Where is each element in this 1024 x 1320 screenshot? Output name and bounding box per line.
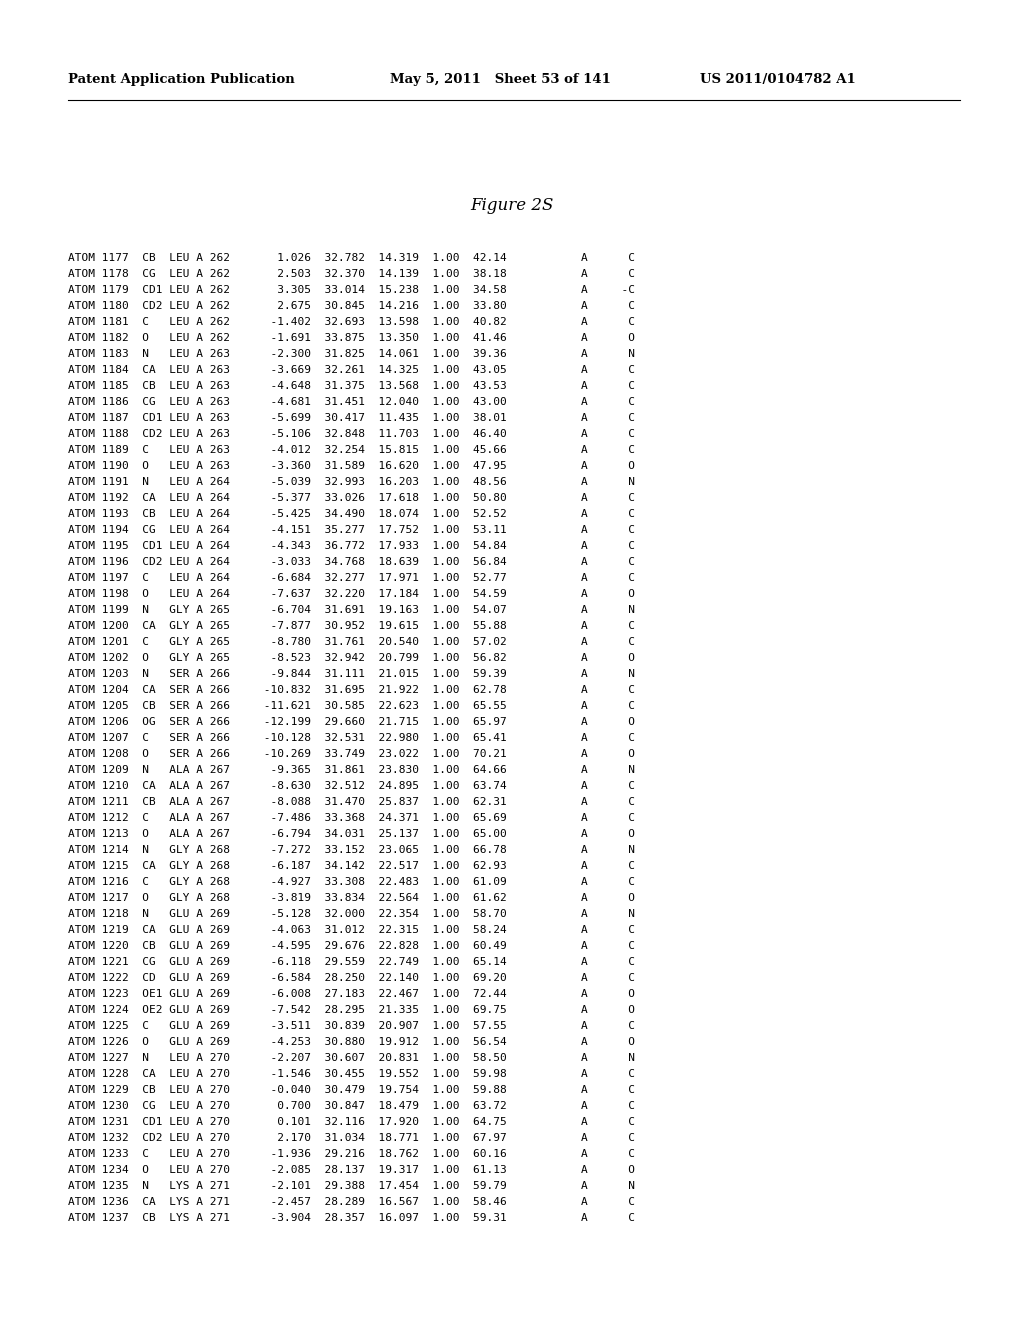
Text: Patent Application Publication: Patent Application Publication <box>68 74 295 87</box>
Text: ATOM 1210  CA  ALA A 267      -8.630  32.512  24.895  1.00  63.74           A   : ATOM 1210 CA ALA A 267 -8.630 32.512 24.… <box>68 781 635 791</box>
Text: ATOM 1192  CA  LEU A 264      -5.377  33.026  17.618  1.00  50.80           A   : ATOM 1192 CA LEU A 264 -5.377 33.026 17.… <box>68 492 635 503</box>
Text: ATOM 1204  CA  SER A 266     -10.832  31.695  21.922  1.00  62.78           A   : ATOM 1204 CA SER A 266 -10.832 31.695 21… <box>68 685 635 696</box>
Text: US 2011/0104782 A1: US 2011/0104782 A1 <box>700 74 856 87</box>
Text: ATOM 1196  CD2 LEU A 264      -3.033  34.768  18.639  1.00  56.84           A   : ATOM 1196 CD2 LEU A 264 -3.033 34.768 18… <box>68 557 635 568</box>
Text: ATOM 1224  OE2 GLU A 269      -7.542  28.295  21.335  1.00  69.75           A   : ATOM 1224 OE2 GLU A 269 -7.542 28.295 21… <box>68 1005 635 1015</box>
Text: ATOM 1231  CD1 LEU A 270       0.101  32.116  17.920  1.00  64.75           A   : ATOM 1231 CD1 LEU A 270 0.101 32.116 17.… <box>68 1117 635 1127</box>
Text: ATOM 1187  CD1 LEU A 263      -5.699  30.417  11.435  1.00  38.01           A   : ATOM 1187 CD1 LEU A 263 -5.699 30.417 11… <box>68 413 635 422</box>
Text: ATOM 1228  CA  LEU A 270      -1.546  30.455  19.552  1.00  59.98           A   : ATOM 1228 CA LEU A 270 -1.546 30.455 19.… <box>68 1069 635 1078</box>
Text: ATOM 1197  C   LEU A 264      -6.684  32.277  17.971  1.00  52.77           A   : ATOM 1197 C LEU A 264 -6.684 32.277 17.9… <box>68 573 635 583</box>
Text: ATOM 1223  OE1 GLU A 269      -6.008  27.183  22.467  1.00  72.44           A   : ATOM 1223 OE1 GLU A 269 -6.008 27.183 22… <box>68 989 635 999</box>
Text: ATOM 1211  CB  ALA A 267      -8.088  31.470  25.837  1.00  62.31           A   : ATOM 1211 CB ALA A 267 -8.088 31.470 25.… <box>68 797 635 807</box>
Text: ATOM 1208  O   SER A 266     -10.269  33.749  23.022  1.00  70.21           A   : ATOM 1208 O SER A 266 -10.269 33.749 23.… <box>68 748 635 759</box>
Text: ATOM 1222  CD  GLU A 269      -6.584  28.250  22.140  1.00  69.20           A   : ATOM 1222 CD GLU A 269 -6.584 28.250 22.… <box>68 973 635 983</box>
Text: ATOM 1215  CA  GLY A 268      -6.187  34.142  22.517  1.00  62.93           A   : ATOM 1215 CA GLY A 268 -6.187 34.142 22.… <box>68 861 635 871</box>
Text: ATOM 1179  CD1 LEU A 262       3.305  33.014  15.238  1.00  34.58           A   : ATOM 1179 CD1 LEU A 262 3.305 33.014 15.… <box>68 285 635 294</box>
Text: ATOM 1193  CB  LEU A 264      -5.425  34.490  18.074  1.00  52.52           A   : ATOM 1193 CB LEU A 264 -5.425 34.490 18.… <box>68 510 635 519</box>
Text: ATOM 1229  CB  LEU A 270      -0.040  30.479  19.754  1.00  59.88           A   : ATOM 1229 CB LEU A 270 -0.040 30.479 19.… <box>68 1085 635 1096</box>
Text: ATOM 1207  C   SER A 266     -10.128  32.531  22.980  1.00  65.41           A   : ATOM 1207 C SER A 266 -10.128 32.531 22.… <box>68 733 635 743</box>
Text: ATOM 1178  CG  LEU A 262       2.503  32.370  14.139  1.00  38.18           A   : ATOM 1178 CG LEU A 262 2.503 32.370 14.1… <box>68 269 635 279</box>
Text: ATOM 1202  O   GLY A 265      -8.523  32.942  20.799  1.00  56.82           A   : ATOM 1202 O GLY A 265 -8.523 32.942 20.7… <box>68 653 635 663</box>
Text: ATOM 1200  CA  GLY A 265      -7.877  30.952  19.615  1.00  55.88           A   : ATOM 1200 CA GLY A 265 -7.877 30.952 19.… <box>68 620 635 631</box>
Text: ATOM 1189  C   LEU A 263      -4.012  32.254  15.815  1.00  45.66           A   : ATOM 1189 C LEU A 263 -4.012 32.254 15.8… <box>68 445 635 455</box>
Text: ATOM 1219  CA  GLU A 269      -4.063  31.012  22.315  1.00  58.24           A   : ATOM 1219 CA GLU A 269 -4.063 31.012 22.… <box>68 925 635 935</box>
Text: ATOM 1190  O   LEU A 263      -3.360  31.589  16.620  1.00  47.95           A   : ATOM 1190 O LEU A 263 -3.360 31.589 16.6… <box>68 461 635 471</box>
Text: ATOM 1177  CB  LEU A 262       1.026  32.782  14.319  1.00  42.14           A   : ATOM 1177 CB LEU A 262 1.026 32.782 14.3… <box>68 253 635 263</box>
Text: ATOM 1195  CD1 LEU A 264      -4.343  36.772  17.933  1.00  54.84           A   : ATOM 1195 CD1 LEU A 264 -4.343 36.772 17… <box>68 541 635 550</box>
Text: ATOM 1209  N   ALA A 267      -9.365  31.861  23.830  1.00  64.66           A   : ATOM 1209 N ALA A 267 -9.365 31.861 23.8… <box>68 766 635 775</box>
Text: ATOM 1226  O   GLU A 269      -4.253  30.880  19.912  1.00  56.54           A   : ATOM 1226 O GLU A 269 -4.253 30.880 19.9… <box>68 1038 635 1047</box>
Text: ATOM 1205  CB  SER A 266     -11.621  30.585  22.623  1.00  65.55           A   : ATOM 1205 CB SER A 266 -11.621 30.585 22… <box>68 701 635 711</box>
Text: ATOM 1201  C   GLY A 265      -8.780  31.761  20.540  1.00  57.02           A   : ATOM 1201 C GLY A 265 -8.780 31.761 20.5… <box>68 638 635 647</box>
Text: ATOM 1232  CD2 LEU A 270       2.170  31.034  18.771  1.00  67.97           A   : ATOM 1232 CD2 LEU A 270 2.170 31.034 18.… <box>68 1133 635 1143</box>
Text: ATOM 1182  O   LEU A 262      -1.691  33.875  13.350  1.00  41.46           A   : ATOM 1182 O LEU A 262 -1.691 33.875 13.3… <box>68 333 635 343</box>
Text: ATOM 1236  CA  LYS A 271      -2.457  28.289  16.567  1.00  58.46           A   : ATOM 1236 CA LYS A 271 -2.457 28.289 16.… <box>68 1197 635 1206</box>
Text: ATOM 1235  N   LYS A 271      -2.101  29.388  17.454  1.00  59.79           A   : ATOM 1235 N LYS A 271 -2.101 29.388 17.4… <box>68 1181 635 1191</box>
Text: ATOM 1198  O   LEU A 264      -7.637  32.220  17.184  1.00  54.59           A   : ATOM 1198 O LEU A 264 -7.637 32.220 17.1… <box>68 589 635 599</box>
Text: ATOM 1227  N   LEU A 270      -2.207  30.607  20.831  1.00  58.50           A   : ATOM 1227 N LEU A 270 -2.207 30.607 20.8… <box>68 1053 635 1063</box>
Text: ATOM 1230  CG  LEU A 270       0.700  30.847  18.479  1.00  63.72           A   : ATOM 1230 CG LEU A 270 0.700 30.847 18.4… <box>68 1101 635 1111</box>
Text: ATOM 1199  N   GLY A 265      -6.704  31.691  19.163  1.00  54.07           A   : ATOM 1199 N GLY A 265 -6.704 31.691 19.1… <box>68 605 635 615</box>
Text: ATOM 1218  N   GLU A 269      -5.128  32.000  22.354  1.00  58.70           A   : ATOM 1218 N GLU A 269 -5.128 32.000 22.3… <box>68 909 635 919</box>
Text: ATOM 1186  CG  LEU A 263      -4.681  31.451  12.040  1.00  43.00           A   : ATOM 1186 CG LEU A 263 -4.681 31.451 12.… <box>68 397 635 407</box>
Text: ATOM 1220  CB  GLU A 269      -4.595  29.676  22.828  1.00  60.49           A   : ATOM 1220 CB GLU A 269 -4.595 29.676 22.… <box>68 941 635 950</box>
Text: Figure 2S: Figure 2S <box>470 197 554 214</box>
Text: ATOM 1188  CD2 LEU A 263      -5.106  32.848  11.703  1.00  46.40           A   : ATOM 1188 CD2 LEU A 263 -5.106 32.848 11… <box>68 429 635 440</box>
Text: ATOM 1183  N   LEU A 263      -2.300  31.825  14.061  1.00  39.36           A   : ATOM 1183 N LEU A 263 -2.300 31.825 14.0… <box>68 348 635 359</box>
Text: ATOM 1184  CA  LEU A 263      -3.669  32.261  14.325  1.00  43.05           A   : ATOM 1184 CA LEU A 263 -3.669 32.261 14.… <box>68 366 635 375</box>
Text: ATOM 1185  CB  LEU A 263      -4.648  31.375  13.568  1.00  43.53           A   : ATOM 1185 CB LEU A 263 -4.648 31.375 13.… <box>68 381 635 391</box>
Text: ATOM 1213  O   ALA A 267      -6.794  34.031  25.137  1.00  65.00           A   : ATOM 1213 O ALA A 267 -6.794 34.031 25.1… <box>68 829 635 840</box>
Text: ATOM 1212  C   ALA A 267      -7.486  33.368  24.371  1.00  65.69           A   : ATOM 1212 C ALA A 267 -7.486 33.368 24.3… <box>68 813 635 822</box>
Text: ATOM 1216  C   GLY A 268      -4.927  33.308  22.483  1.00  61.09           A   : ATOM 1216 C GLY A 268 -4.927 33.308 22.4… <box>68 876 635 887</box>
Text: ATOM 1214  N   GLY A 268      -7.272  33.152  23.065  1.00  66.78           A   : ATOM 1214 N GLY A 268 -7.272 33.152 23.0… <box>68 845 635 855</box>
Text: ATOM 1181  C   LEU A 262      -1.402  32.693  13.598  1.00  40.82           A   : ATOM 1181 C LEU A 262 -1.402 32.693 13.5… <box>68 317 635 327</box>
Text: May 5, 2011   Sheet 53 of 141: May 5, 2011 Sheet 53 of 141 <box>390 74 611 87</box>
Text: ATOM 1221  CG  GLU A 269      -6.118  29.559  22.749  1.00  65.14           A   : ATOM 1221 CG GLU A 269 -6.118 29.559 22.… <box>68 957 635 968</box>
Text: ATOM 1217  O   GLY A 268      -3.819  33.834  22.564  1.00  61.62           A   : ATOM 1217 O GLY A 268 -3.819 33.834 22.5… <box>68 894 635 903</box>
Text: ATOM 1180  CD2 LEU A 262       2.675  30.845  14.216  1.00  33.80           A   : ATOM 1180 CD2 LEU A 262 2.675 30.845 14.… <box>68 301 635 312</box>
Text: ATOM 1234  O   LEU A 270      -2.085  28.137  19.317  1.00  61.13           A   : ATOM 1234 O LEU A 270 -2.085 28.137 19.3… <box>68 1166 635 1175</box>
Text: ATOM 1237  CB  LYS A 271      -3.904  28.357  16.097  1.00  59.31           A   : ATOM 1237 CB LYS A 271 -3.904 28.357 16.… <box>68 1213 635 1224</box>
Text: ATOM 1191  N   LEU A 264      -5.039  32.993  16.203  1.00  48.56           A   : ATOM 1191 N LEU A 264 -5.039 32.993 16.2… <box>68 477 635 487</box>
Text: ATOM 1194  CG  LEU A 264      -4.151  35.277  17.752  1.00  53.11           A   : ATOM 1194 CG LEU A 264 -4.151 35.277 17.… <box>68 525 635 535</box>
Text: ATOM 1233  C   LEU A 270      -1.936  29.216  18.762  1.00  60.16           A   : ATOM 1233 C LEU A 270 -1.936 29.216 18.7… <box>68 1148 635 1159</box>
Text: ATOM 1225  C   GLU A 269      -3.511  30.839  20.907  1.00  57.55           A   : ATOM 1225 C GLU A 269 -3.511 30.839 20.9… <box>68 1020 635 1031</box>
Text: ATOM 1203  N   SER A 266      -9.844  31.111  21.015  1.00  59.39           A   : ATOM 1203 N SER A 266 -9.844 31.111 21.0… <box>68 669 635 678</box>
Text: ATOM 1206  OG  SER A 266     -12.199  29.660  21.715  1.00  65.97           A   : ATOM 1206 OG SER A 266 -12.199 29.660 21… <box>68 717 635 727</box>
